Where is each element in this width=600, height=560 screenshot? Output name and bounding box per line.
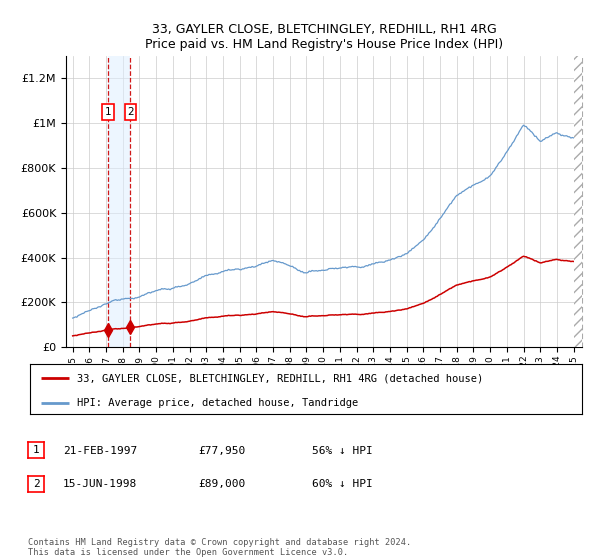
Text: 60% ↓ HPI: 60% ↓ HPI <box>312 479 373 489</box>
Text: 1: 1 <box>105 107 112 117</box>
Text: 21-FEB-1997: 21-FEB-1997 <box>63 446 137 456</box>
Bar <box>574 56 590 347</box>
Text: £89,000: £89,000 <box>198 479 245 489</box>
Text: £77,950: £77,950 <box>198 446 245 456</box>
Text: HPI: Average price, detached house, Tandridge: HPI: Average price, detached house, Tand… <box>77 398 358 408</box>
Text: 2: 2 <box>32 479 40 489</box>
Bar <box>108 56 130 347</box>
Title: 33, GAYLER CLOSE, BLETCHINGLEY, REDHILL, RH1 4RG
Price paid vs. HM Land Registry: 33, GAYLER CLOSE, BLETCHINGLEY, REDHILL,… <box>145 22 503 50</box>
Text: 1: 1 <box>32 445 40 455</box>
Text: Contains HM Land Registry data © Crown copyright and database right 2024.
This d: Contains HM Land Registry data © Crown c… <box>28 538 411 557</box>
Text: 56% ↓ HPI: 56% ↓ HPI <box>312 446 373 456</box>
Text: 2: 2 <box>127 107 134 117</box>
Text: 15-JUN-1998: 15-JUN-1998 <box>63 479 137 489</box>
Text: 33, GAYLER CLOSE, BLETCHINGLEY, REDHILL, RH1 4RG (detached house): 33, GAYLER CLOSE, BLETCHINGLEY, REDHILL,… <box>77 373 483 383</box>
